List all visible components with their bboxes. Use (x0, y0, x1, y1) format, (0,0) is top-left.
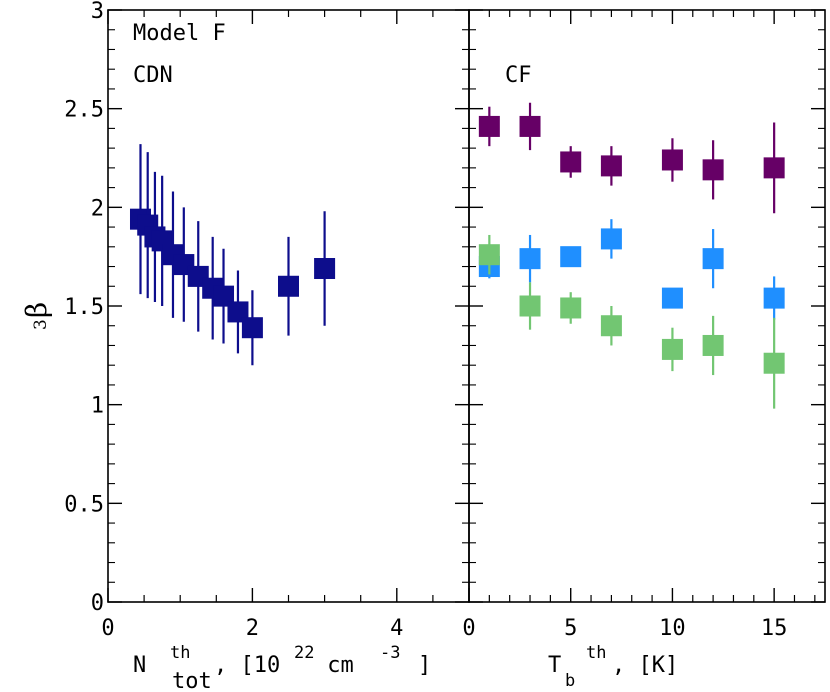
data-point-marker (213, 285, 235, 307)
left-x-tick-label: 4 (390, 616, 403, 641)
x-label-left-sup: th (170, 643, 190, 663)
x-axis-label-right: T b th , [K] (548, 643, 678, 691)
x-label-left-sub: tot (172, 669, 212, 692)
data-point-marker (702, 248, 724, 270)
data-point-marker (560, 246, 582, 268)
data-point-marker (763, 352, 785, 374)
data-point-marker (519, 295, 541, 317)
annotation-model: Model F (133, 21, 226, 46)
left-panel: 0 2 4 0 0.5 1 1.5 2 2.5 3 (64, 0, 470, 641)
y-tick-label: 1 (91, 394, 104, 419)
y-tick-label: 1.5 (64, 295, 104, 320)
data-point-marker (560, 151, 582, 173)
data-point-marker (560, 297, 582, 319)
right-x-tick-label: 5 (564, 616, 577, 641)
x-label-left-unit-exp2: -3 (380, 643, 400, 663)
x-label-left-main: N (133, 653, 146, 678)
data-point-marker (519, 248, 541, 270)
y-tick-label: 2.5 (64, 98, 104, 123)
right-series-2 (478, 234, 785, 409)
right-x-tick-label: 15 (761, 616, 788, 641)
y-axis-label: β 3 (20, 302, 53, 330)
data-point-marker (600, 228, 622, 250)
y-axis-label-main: β (20, 302, 53, 318)
data-point-marker (314, 258, 336, 280)
left-x-tick-label: 0 (101, 616, 114, 641)
right-x-tick-label: 0 (462, 616, 475, 641)
data-point-marker (661, 149, 683, 171)
data-point-marker (763, 157, 785, 179)
x-label-right-sup: th (586, 643, 606, 663)
right-x-tick-label: 10 (659, 616, 686, 641)
data-point-marker (763, 287, 785, 309)
annotation-cdn: CDN (133, 63, 173, 88)
y-tick-label: 2 (91, 196, 104, 221)
data-point-marker (702, 159, 724, 181)
left-series-0 (129, 144, 336, 366)
data-point-marker (702, 334, 724, 356)
x-label-left-unit-mid: cm (314, 653, 354, 678)
data-point-marker (661, 338, 683, 360)
data-point-marker (478, 115, 500, 137)
right-series-0 (478, 102, 785, 214)
left-x-tick-label: 2 (246, 616, 259, 641)
data-point-marker (600, 155, 622, 177)
y-tick-label: 0.5 (64, 492, 104, 517)
data-point-marker (519, 115, 541, 137)
x-label-left-unit-exp: 22 (294, 643, 314, 663)
y-axis-label-sub: 3 (31, 319, 51, 330)
x-label-left-unit-prefix: , [10 (214, 653, 280, 678)
x-label-left-unit-suffix: ] (418, 653, 431, 678)
data-point-marker (241, 317, 263, 339)
x-label-right-unit: , [K] (612, 653, 678, 678)
x-axis-label-left: N th tot , [10 22 cm -3 ] (133, 643, 431, 692)
y-tick-label: 3 (91, 0, 104, 24)
annotation-cf: CF (505, 63, 532, 88)
data-point-marker (278, 275, 299, 297)
x-label-right-sub: b (565, 671, 575, 691)
data-point-marker (600, 315, 622, 337)
data-point-marker (478, 244, 500, 266)
data-point-marker (227, 301, 249, 323)
data-point-marker (661, 287, 683, 309)
x-label-right-main: T (548, 653, 561, 678)
y-tick-label: 0 (91, 591, 104, 616)
right-panel: 0 5 10 15 (462, 9, 826, 641)
